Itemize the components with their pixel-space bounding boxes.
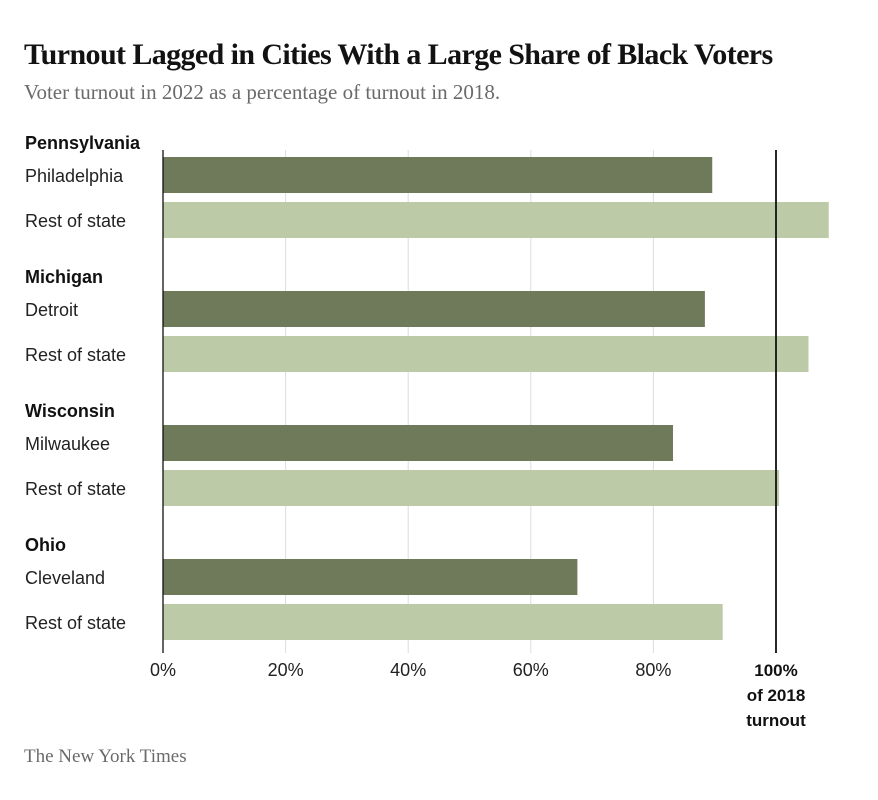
reference-line-label: turnout: [746, 711, 806, 730]
x-tick-label: 60%: [513, 660, 549, 680]
city-bar: [163, 425, 674, 461]
bar-category-label: Rest of state: [25, 613, 126, 633]
bar-category-label: Rest of state: [25, 479, 126, 499]
x-tick-label: 0%: [150, 660, 176, 680]
state-label: Pennsylvania: [25, 133, 141, 153]
state-label: Wisconsin: [25, 401, 115, 421]
state-label: Ohio: [25, 535, 66, 555]
bar-category-label: Philadelphia: [25, 166, 124, 186]
bar-category-label: Detroit: [25, 300, 78, 320]
rest-of-state-bar: [163, 604, 723, 640]
x-tick-label: 80%: [635, 660, 671, 680]
bar-category-label: Cleveland: [25, 568, 105, 588]
reference-line-label: 100%: [754, 661, 797, 680]
city-bar: [163, 291, 705, 327]
bar-category-label: Rest of state: [25, 345, 126, 365]
city-bar: [163, 559, 578, 595]
city-bar: [163, 157, 713, 193]
rest-of-state-bar: [163, 470, 780, 506]
source-credit: The New York Times: [24, 746, 187, 767]
x-tick-label: 40%: [390, 660, 426, 680]
bar-category-label: Rest of state: [25, 211, 126, 231]
x-tick-label: 20%: [268, 660, 304, 680]
bar-category-label: Milwaukee: [25, 434, 110, 454]
rest-of-state-bar: [163, 336, 809, 372]
state-label: Michigan: [25, 267, 103, 287]
reference-line-label: of 2018: [747, 686, 806, 705]
chart-subtitle: Voter turnout in 2022 as a percentage of…: [24, 80, 501, 104]
chart-title: Turnout Lagged in Cities With a Large Sh…: [24, 38, 773, 71]
rest-of-state-bar: [163, 202, 829, 238]
